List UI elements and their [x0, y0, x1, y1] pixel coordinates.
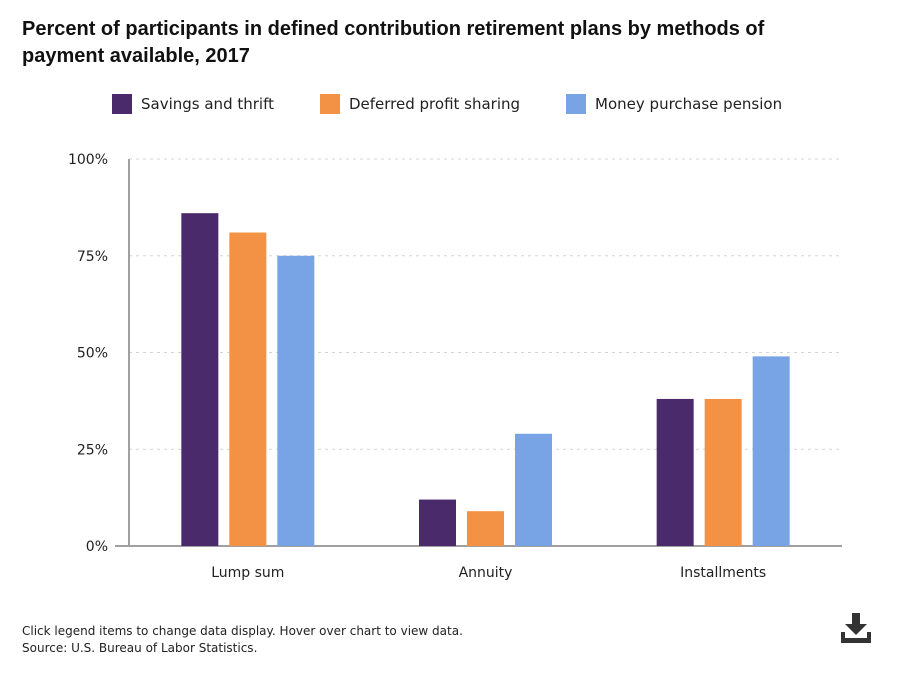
legend-label: Deferred profit sharing — [348, 95, 521, 113]
bar[interactable] — [467, 511, 504, 546]
y-tick-label: 100% — [68, 152, 108, 168]
legend-swatch — [566, 94, 587, 114]
x-tick-label: Annuity — [459, 565, 513, 581]
legend-item[interactable]: Savings and thrift — [112, 94, 274, 114]
chart-legend: Savings and thrift Deferred profit sharin… — [112, 92, 782, 116]
bar[interactable] — [277, 255, 315, 546]
download-button[interactable] — [838, 610, 874, 646]
chart-title: Percent of participants in defined contr… — [22, 18, 765, 67]
bar[interactable] — [515, 433, 552, 546]
chart-plot-area[interactable]: 0% 25% 50% 75% 100% Lump sum Annuity Installmen… — [0, 0, 900, 600]
x-tick-label: Lump sum — [211, 565, 284, 581]
bar[interactable] — [704, 398, 742, 546]
y-tick-label: 0% — [86, 539, 108, 555]
x-tick-label: Installments — [680, 565, 766, 581]
legend-label: Money purchase pension — [595, 95, 783, 113]
chart-instructions: Click legend items to change data displa… — [22, 624, 463, 638]
bar[interactable] — [229, 232, 267, 546]
bar[interactable] — [752, 356, 790, 546]
y-tick-label: 75% — [77, 249, 108, 265]
y-tick-label: 50% — [77, 346, 108, 362]
legend-swatch — [112, 94, 132, 114]
legend-item[interactable]: Money purchase pension — [566, 94, 782, 114]
chart-source: Source: U.S. Bureau of Labor Statistics. — [22, 641, 258, 655]
legend-label: Savings and thrift — [141, 95, 274, 113]
download-icon — [841, 613, 871, 643]
bar[interactable] — [181, 213, 219, 546]
legend-item[interactable]: Deferred profit sharing — [319, 94, 521, 114]
bar[interactable] — [419, 499, 456, 546]
bar[interactable] — [656, 398, 694, 546]
chart-footer: Click legend items to change data displa… — [22, 623, 463, 657]
y-tick-label: 25% — [77, 442, 108, 458]
legend-swatch — [319, 94, 340, 114]
